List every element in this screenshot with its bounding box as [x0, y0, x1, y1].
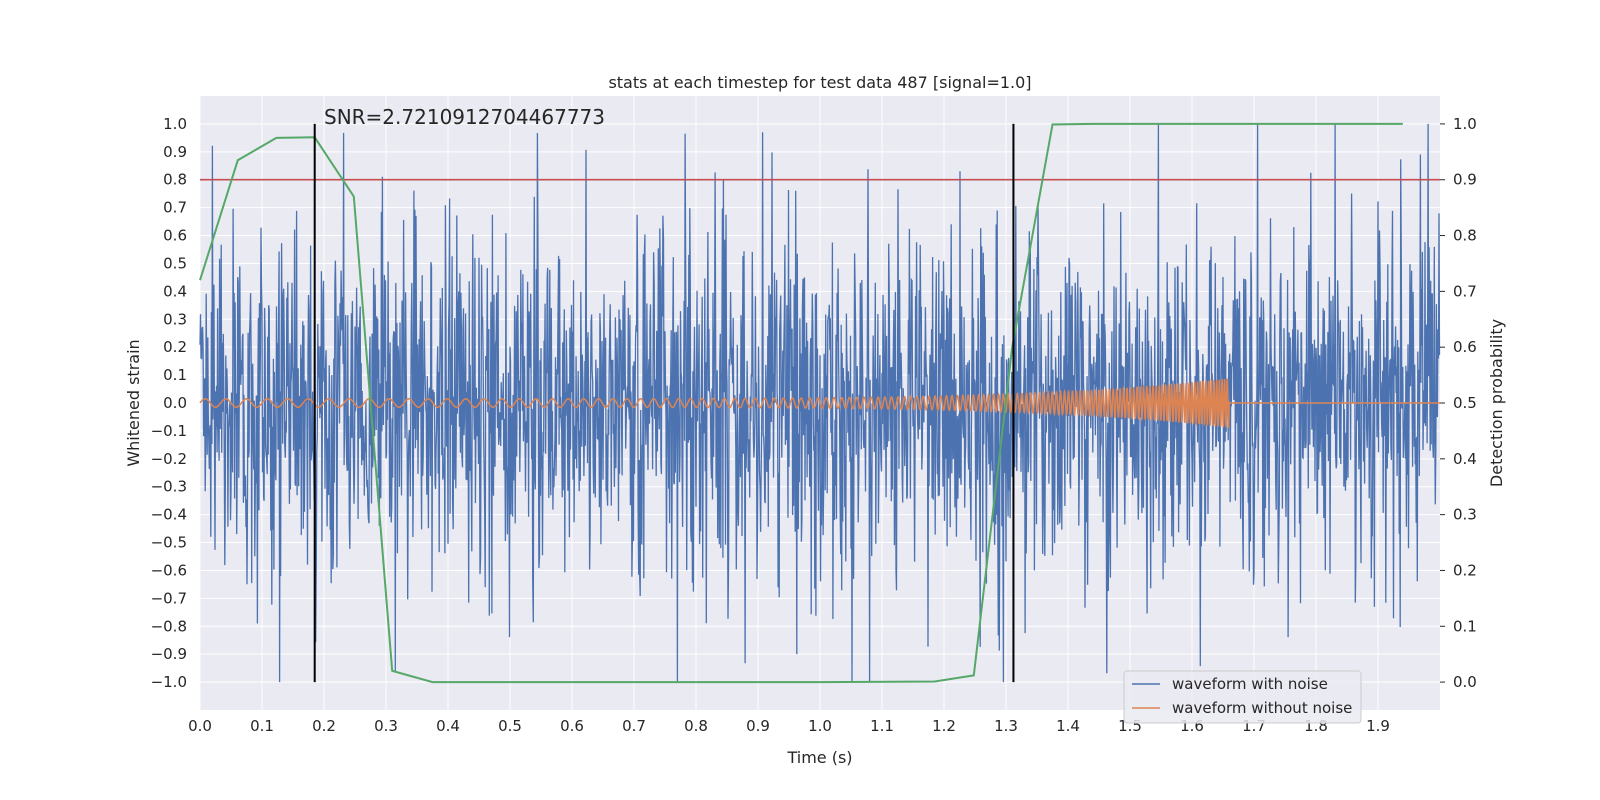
y-tick-label: −1.0 — [151, 673, 187, 691]
y2-axis-label: Detection probability — [1487, 319, 1506, 487]
x-tick-label: 1.0 — [808, 717, 832, 735]
y2-tick-label: 0.2 — [1453, 561, 1477, 579]
y-tick-label: 0.9 — [163, 143, 187, 161]
y-tick-label: 0.7 — [163, 199, 187, 217]
x-tick-label: 0.5 — [498, 717, 522, 735]
x-tick-label: 0.1 — [250, 717, 274, 735]
y-tick-label: 1.0 — [163, 115, 187, 133]
y-axis-label: Whitened strain — [124, 339, 143, 466]
y-tick-label: 0.0 — [163, 394, 187, 412]
x-tick-label: 0.7 — [622, 717, 646, 735]
legend: waveform with noise waveform without noi… — [1123, 670, 1362, 724]
y-tick-label: 0.4 — [163, 282, 187, 300]
x-tick-label: 0.4 — [436, 717, 460, 735]
y-tick-label: −0.9 — [151, 645, 187, 663]
probability-line — [199, 122, 1403, 684]
y-tick-label: −0.5 — [151, 534, 187, 552]
legend-label-clean: waveform without noise — [1172, 699, 1352, 717]
x-tick-label: 0.2 — [312, 717, 336, 735]
y2-tick-label: 0.8 — [1453, 227, 1477, 245]
chart-title: stats at each timestep for test data 487… — [608, 73, 1031, 92]
vertical-markers — [313, 123, 1015, 683]
x-tick-label: 0.9 — [746, 717, 770, 735]
y2-tick-label: 0.4 — [1453, 450, 1477, 468]
y-tick-labels: 1.0 0.9 0.8 0.7 0.6 0.5 0.4 0.3 0.2 0.1 0.0 −0.1 −0.… — [151, 115, 187, 691]
x-tick-label: 0.8 — [684, 717, 708, 735]
y2-tick-label: 0.6 — [1453, 338, 1477, 356]
legend-label-noise: waveform with noise — [1172, 675, 1328, 693]
legend-box — [1123, 670, 1362, 724]
y-tick-label: 0.1 — [163, 366, 187, 384]
x-tick-label: 1.4 — [1056, 717, 1080, 735]
y2-tick-label: 0.1 — [1453, 617, 1477, 635]
series-detection-probability — [199, 122, 1403, 684]
y-tick-label: 0.8 — [163, 171, 187, 189]
y-tick-label: −0.8 — [151, 617, 187, 635]
y2-tick-label: 0.0 — [1453, 673, 1477, 691]
y2-tick-label: 0.3 — [1453, 506, 1477, 524]
x-tick-label: 1.2 — [932, 717, 956, 735]
x-tick-label: 0.0 — [188, 717, 212, 735]
y2-tick-label: 0.5 — [1453, 394, 1477, 412]
x-tick-label: 1.1 — [870, 717, 894, 735]
y2-tick-labels: 1.0 0.9 0.8 0.7 0.6 0.5 0.4 0.3 0.2 0.1 0.0 — [1440, 115, 1477, 691]
y-tick-label: 0.5 — [163, 254, 187, 272]
y-tick-label: −0.3 — [151, 478, 187, 496]
y-tick-label: 0.2 — [163, 338, 187, 356]
y-tick-label: 0.6 — [163, 227, 187, 245]
x-tick-label: 1.3 — [994, 717, 1018, 735]
x-tick-label: 0.3 — [374, 717, 398, 735]
y-tick-label: −0.4 — [151, 506, 187, 524]
series-waveform-without-noise — [199, 378, 1440, 429]
y2-tick-label: 1.0 — [1453, 115, 1477, 133]
y-tick-label: 0.3 — [163, 310, 187, 328]
y-tick-label: −0.6 — [151, 561, 187, 579]
y-tick-label: −0.2 — [151, 450, 187, 468]
clean-waveform-line — [199, 378, 1440, 429]
y-tick-label: −0.1 — [151, 422, 187, 440]
x-axis-label: Time (s) — [786, 748, 852, 767]
y-tick-label: −0.7 — [151, 589, 187, 607]
y2-tick-label: 0.7 — [1453, 282, 1477, 300]
x-tick-label: 0.6 — [560, 717, 584, 735]
x-tick-labels: 0.0 0.1 0.2 0.3 0.4 0.5 0.6 0.7 0.8 0.9 1.0 1.1 1.2 1… — [188, 717, 1390, 735]
x-tick-label: 1.9 — [1366, 717, 1390, 735]
y2-tick-label: 0.9 — [1453, 171, 1477, 189]
snr-annotation: SNR=2.7210912704467773 — [324, 105, 605, 129]
